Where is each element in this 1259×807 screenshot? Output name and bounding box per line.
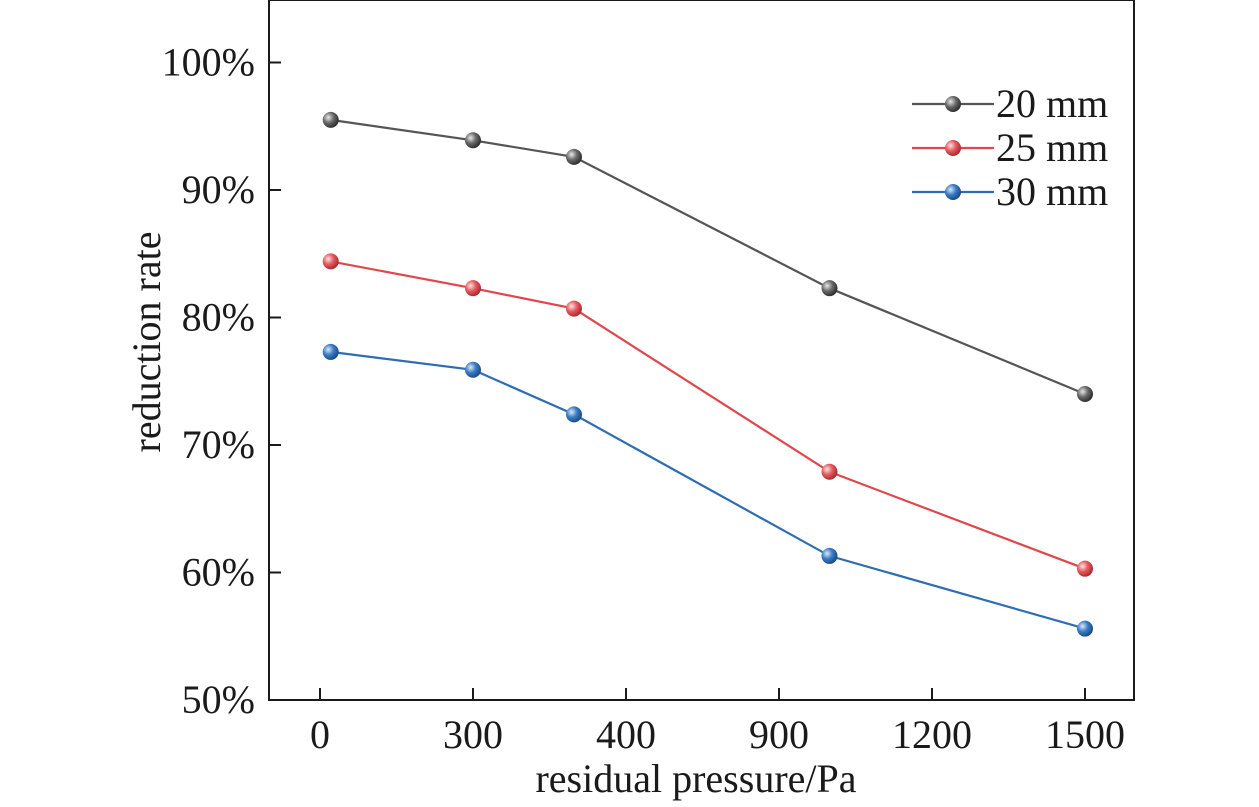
y-tick-label: 50% bbox=[182, 677, 255, 722]
y-tick-label: 70% bbox=[182, 422, 255, 467]
data-point bbox=[1077, 386, 1093, 402]
data-point bbox=[1077, 560, 1093, 577]
plot-area-frame bbox=[268, 0, 1135, 701]
y-tick-label: 60% bbox=[182, 550, 255, 595]
series-30-mm bbox=[322, 343, 1093, 637]
data-point bbox=[322, 343, 339, 360]
data-point bbox=[322, 111, 339, 128]
data-point bbox=[565, 148, 582, 165]
x-axis-title: residual pressure/Pa bbox=[535, 756, 856, 801]
data-point bbox=[322, 253, 339, 270]
series-layer bbox=[322, 111, 1093, 637]
data-point bbox=[1077, 620, 1093, 637]
data-point bbox=[821, 547, 838, 564]
y-tick-label: 100% bbox=[162, 40, 255, 85]
y-axis-title: reduction rate bbox=[124, 232, 169, 453]
x-tick-label: 400 bbox=[596, 712, 656, 757]
data-point bbox=[465, 361, 481, 378]
data-point bbox=[465, 280, 481, 297]
legend-item: 20 mm bbox=[912, 81, 1108, 126]
series-25-mm bbox=[322, 253, 1093, 577]
y-tick-label: 90% bbox=[182, 167, 255, 212]
legend-label: 20 mm bbox=[996, 81, 1108, 126]
y-tick-label: 80% bbox=[182, 295, 255, 340]
x-tick-label: 0 bbox=[310, 712, 330, 757]
data-point bbox=[565, 406, 582, 423]
x-axis: 0 300 400 900 1200 1500 bbox=[310, 688, 1125, 757]
x-tick-label: 1200 bbox=[892, 712, 972, 757]
legend-marker bbox=[945, 184, 961, 200]
y-axis: 50% 60% 70% 80% 90% 100% bbox=[162, 40, 281, 722]
data-point bbox=[565, 300, 582, 317]
data-point bbox=[465, 132, 481, 149]
x-tick-label: 300 bbox=[443, 712, 503, 757]
legend-label: 25 mm bbox=[996, 125, 1108, 170]
data-point bbox=[821, 280, 838, 297]
series-line bbox=[330, 118, 1086, 396]
data-point bbox=[821, 463, 838, 480]
x-tick-label: 900 bbox=[749, 712, 809, 757]
legend-item: 25 mm bbox=[912, 125, 1108, 170]
x-tick-label: 1500 bbox=[1045, 712, 1125, 757]
legend-item: 30 mm bbox=[912, 169, 1108, 214]
legend-marker bbox=[945, 140, 961, 156]
legend-label: 30 mm bbox=[996, 169, 1108, 214]
series-20-mm bbox=[322, 111, 1093, 402]
legend-marker bbox=[945, 96, 961, 112]
series-line bbox=[330, 260, 1086, 570]
